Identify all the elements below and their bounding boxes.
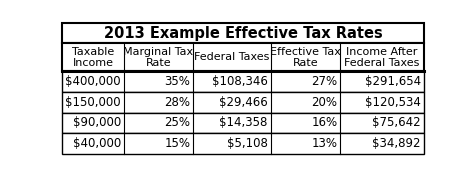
Bar — [62, 92, 424, 113]
Text: 16%: 16% — [311, 116, 337, 129]
Text: 13%: 13% — [311, 137, 337, 150]
Text: Marginal Tax
Rate: Marginal Tax Rate — [123, 47, 193, 68]
Text: 25%: 25% — [164, 116, 191, 129]
Text: 15%: 15% — [164, 137, 191, 150]
Text: 28%: 28% — [164, 96, 191, 109]
Text: $34,892: $34,892 — [372, 137, 421, 150]
Text: Federal Taxes: Federal Taxes — [194, 52, 270, 62]
Bar — [62, 133, 424, 154]
Text: $150,000: $150,000 — [65, 96, 121, 109]
Text: $108,346: $108,346 — [212, 75, 268, 88]
Bar — [62, 43, 424, 71]
Text: 20%: 20% — [311, 96, 337, 109]
Text: 2013 Example Effective Tax Rates: 2013 Example Effective Tax Rates — [103, 26, 383, 41]
Text: Taxable
Income: Taxable Income — [72, 47, 114, 68]
Text: $75,642: $75,642 — [372, 116, 421, 129]
Text: 27%: 27% — [311, 75, 337, 88]
Bar — [62, 113, 424, 133]
Text: $90,000: $90,000 — [73, 116, 121, 129]
Bar — [62, 71, 424, 92]
Text: $40,000: $40,000 — [73, 137, 121, 150]
Text: $14,358: $14,358 — [219, 116, 268, 129]
Text: 35%: 35% — [164, 75, 191, 88]
Text: $120,534: $120,534 — [365, 96, 421, 109]
Text: $5,108: $5,108 — [227, 137, 268, 150]
Text: Income After
Federal Taxes: Income After Federal Taxes — [344, 47, 419, 68]
Bar — [62, 23, 424, 43]
Text: $29,466: $29,466 — [219, 96, 268, 109]
Text: $291,654: $291,654 — [365, 75, 421, 88]
Text: Effective Tax
Rate: Effective Tax Rate — [270, 47, 341, 68]
Text: $400,000: $400,000 — [65, 75, 121, 88]
